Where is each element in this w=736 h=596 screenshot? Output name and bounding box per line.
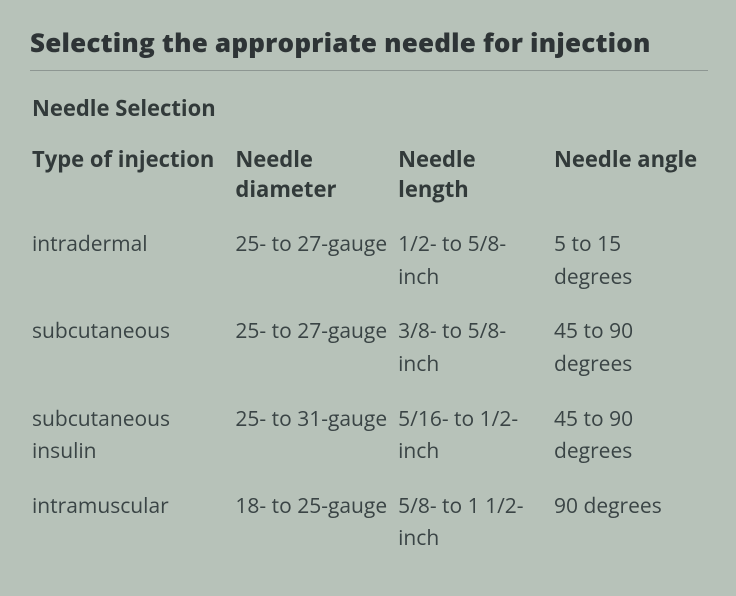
cell-diameter: 25- to 31-gauge — [233, 393, 396, 480]
cell-angle: 45 to 90 degrees — [552, 305, 708, 392]
table-row: subcutaneous insulin 25- to 31-gauge 5/1… — [30, 393, 708, 480]
horizontal-rule — [30, 70, 708, 71]
col-header-angle: Needle angle — [552, 145, 708, 218]
cell-type: subcutaneous insulin — [30, 393, 233, 480]
table-row: intradermal 25- to 27-gauge 1/2- to 5/8-… — [30, 218, 708, 305]
col-header-diameter: Needle diameter — [233, 145, 396, 218]
cell-angle: 5 to 15 degrees — [552, 218, 708, 305]
col-header-length: Needle length — [396, 145, 552, 218]
needle-selection-table: Type of injection Needle diameter Needle… — [30, 145, 708, 567]
cell-diameter: 18- to 25-gauge — [233, 480, 396, 567]
cell-length: 5/8- to 1 1/2-inch — [396, 480, 552, 567]
page-title: Selecting the appropriate needle for inj… — [30, 24, 708, 60]
table-row: intramuscular 18- to 25-gauge 5/8- to 1 … — [30, 480, 708, 567]
table-header-row: Type of injection Needle diameter Needle… — [30, 145, 708, 218]
cell-diameter: 25- to 27-gauge — [233, 305, 396, 392]
cell-type: intradermal — [30, 218, 233, 305]
col-header-type: Type of injection — [30, 145, 233, 218]
cell-diameter: 25- to 27-gauge — [233, 218, 396, 305]
cell-length: 1/2- to 5/8-inch — [396, 218, 552, 305]
table-row: subcutaneous 25- to 27-gauge 3/8- to 5/8… — [30, 305, 708, 392]
cell-angle: 90 degrees — [552, 480, 708, 567]
cell-length: 3/8- to 5/8-inch — [396, 305, 552, 392]
cell-length: 5/16- to 1/2-inch — [396, 393, 552, 480]
section-heading: Needle Selection — [32, 93, 708, 123]
cell-angle: 45 to 90 degrees — [552, 393, 708, 480]
cell-type: subcutaneous — [30, 305, 233, 392]
cell-type: intramuscular — [30, 480, 233, 567]
